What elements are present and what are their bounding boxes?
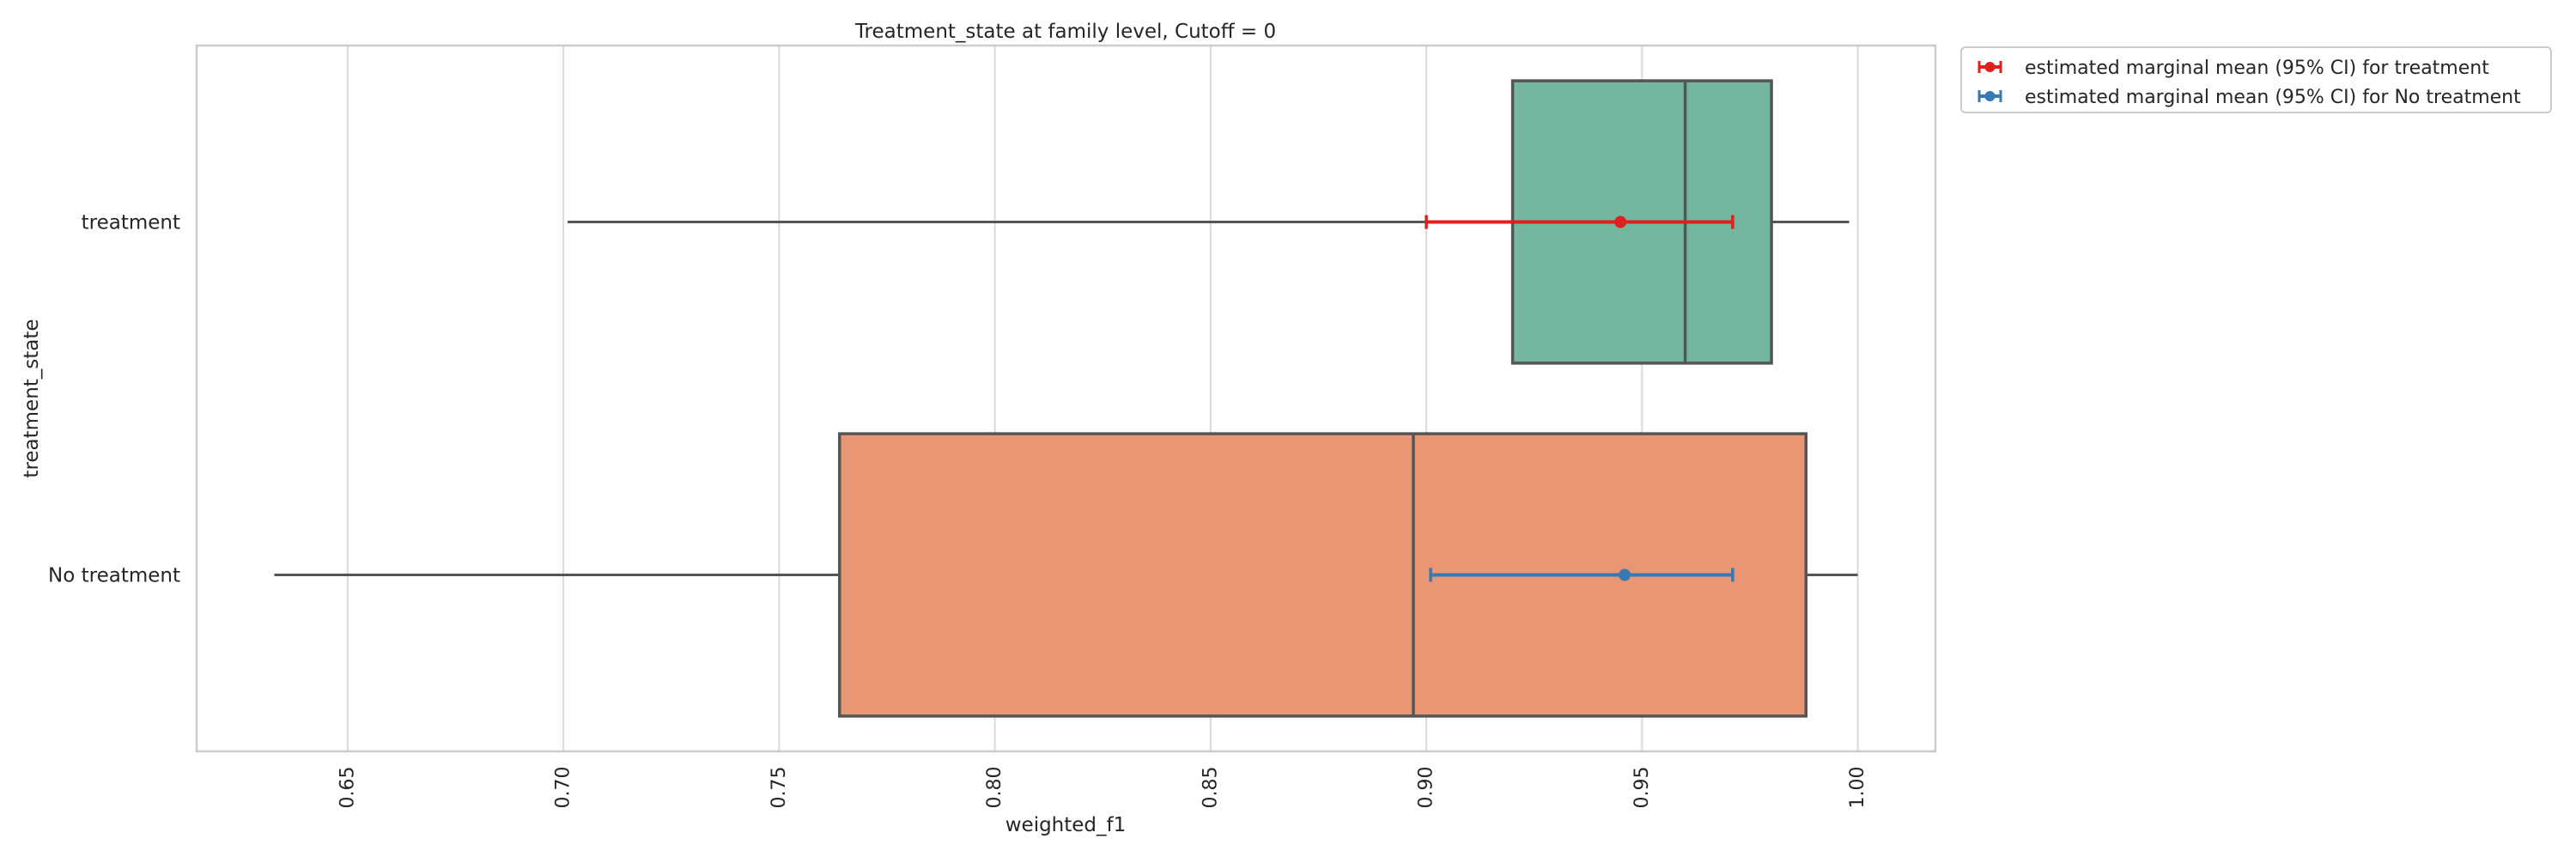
chart-title: Treatment_state at family level, Cutoff … bbox=[854, 21, 1276, 43]
x-tick-labels: 0.65 0.70 0.75 0.80 0.85 0.90 0.95 1.00 bbox=[337, 767, 1868, 809]
x-tick-label: 0.85 bbox=[1200, 767, 1221, 809]
legend-label: estimated marginal mean (95% CI) for No … bbox=[2025, 87, 2521, 108]
legend-marker-point bbox=[1984, 91, 1996, 101]
legend-frame bbox=[1960, 46, 2552, 113]
x-tick-label: 0.80 bbox=[984, 767, 1005, 809]
mean-point bbox=[1619, 568, 1631, 581]
x-tick-label: 0.65 bbox=[337, 767, 358, 809]
y-tick-labels: treatment No treatment bbox=[48, 212, 180, 587]
y-tick-label: treatment bbox=[82, 212, 180, 234]
x-tick-label: 1.00 bbox=[1847, 767, 1868, 809]
ci-layer bbox=[1425, 215, 1735, 582]
y-tick-label: No treatment bbox=[48, 565, 180, 587]
x-tick-label: 0.75 bbox=[769, 767, 790, 809]
mean-point bbox=[1614, 216, 1627, 228]
plot-frame bbox=[195, 44, 1937, 753]
x-tick-label: 0.95 bbox=[1631, 767, 1653, 809]
y-axis-label: treatment_state bbox=[21, 319, 43, 477]
x-tick-label: 0.90 bbox=[1416, 767, 1437, 809]
x-tick-label: 0.70 bbox=[553, 767, 574, 809]
x-axis-label: weighted_f1 bbox=[1005, 814, 1127, 836]
legend: estimated marginal mean (95% CI) for tre… bbox=[1960, 46, 2552, 113]
legend-marker-point bbox=[1984, 62, 1996, 72]
legend-label: estimated marginal mean (95% CI) for tre… bbox=[2025, 58, 2489, 79]
legend-items: estimated marginal mean (95% CI) for tre… bbox=[1978, 58, 2521, 108]
